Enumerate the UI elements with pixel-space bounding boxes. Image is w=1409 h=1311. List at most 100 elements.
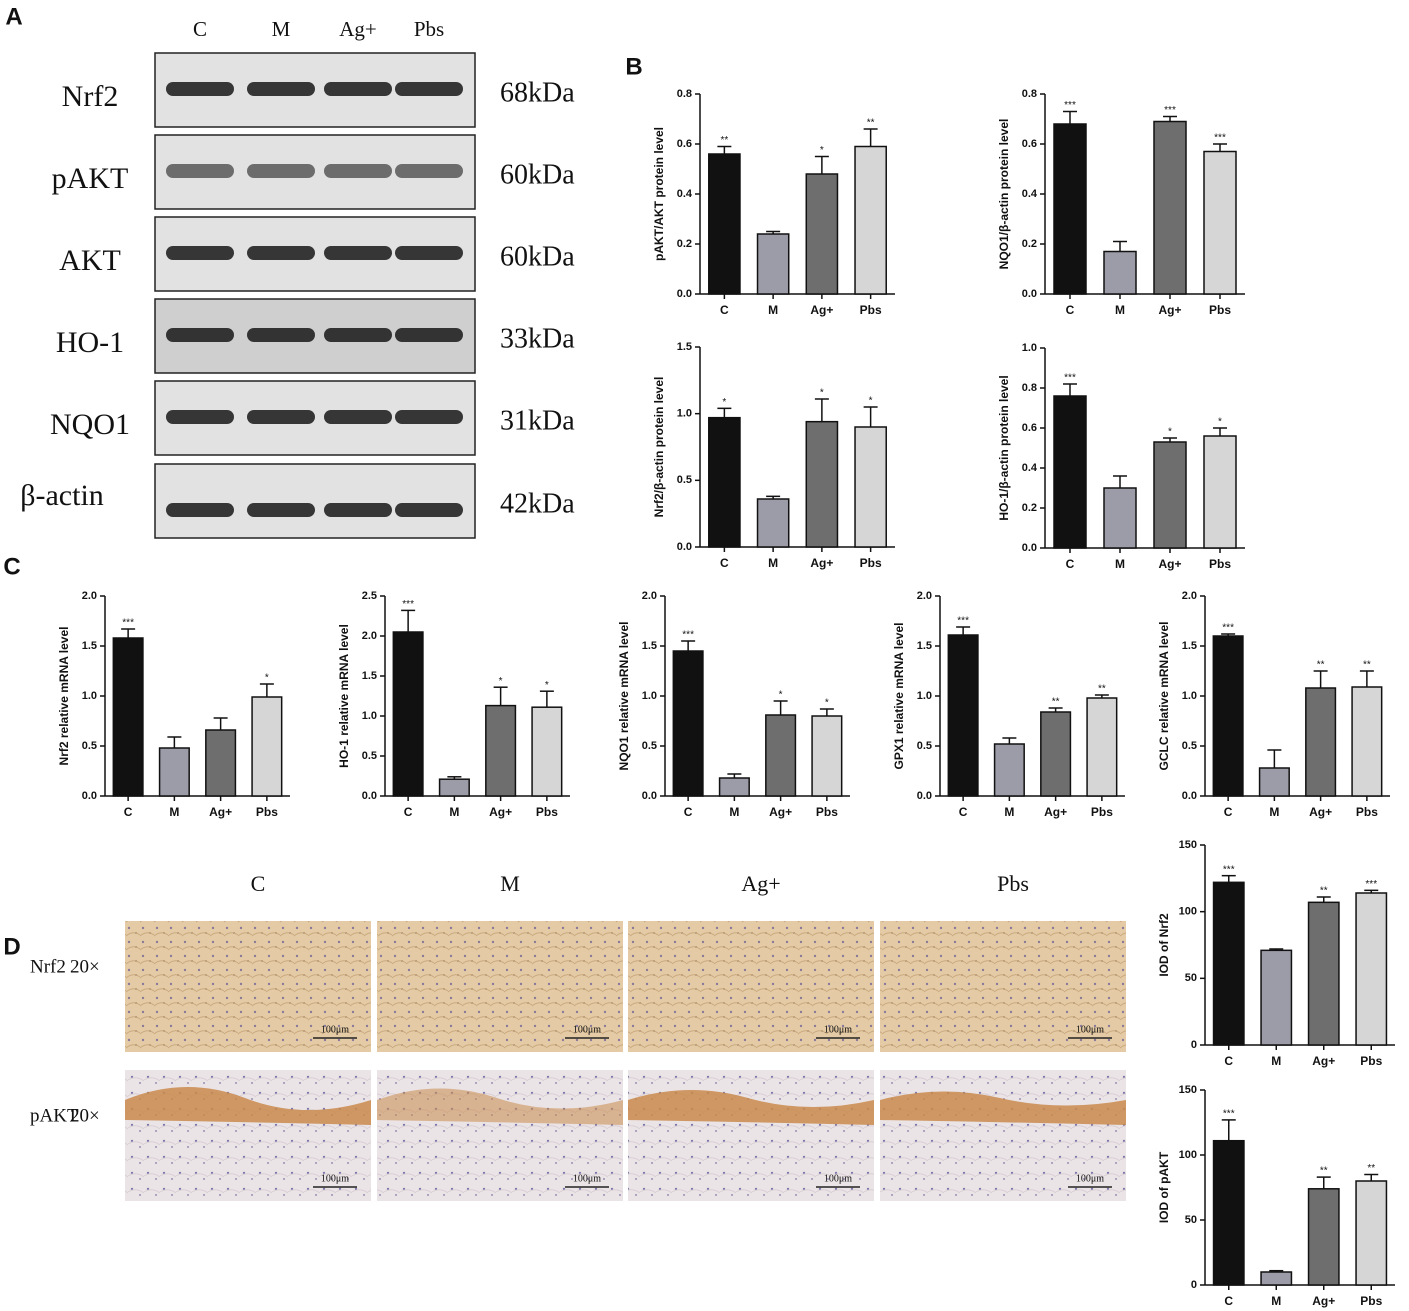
error-bar <box>727 773 742 778</box>
error-bar <box>1364 889 1379 893</box>
y-axis-label: NQO1/β-actin protein level <box>997 119 1011 270</box>
scale-label: 100μm <box>1076 1024 1104 1035</box>
error-bar <box>717 145 732 154</box>
significance: ** <box>1320 886 1328 897</box>
row-magnification: 20× <box>70 1105 100 1126</box>
panel-label: B <box>625 53 642 80</box>
size-label: 33kDa <box>500 323 575 354</box>
x-tick-label: Pbs <box>816 805 838 819</box>
x-tick-label: Pbs <box>1360 1294 1382 1308</box>
x-tick-label: M <box>449 805 459 819</box>
bar <box>1351 686 1383 797</box>
significance: * <box>820 388 824 399</box>
error-bar <box>167 736 182 748</box>
blot-band <box>324 164 392 178</box>
bar <box>1040 711 1072 797</box>
x-tick-label: Ag+ <box>769 805 792 819</box>
bar <box>112 637 144 797</box>
bar <box>251 696 283 797</box>
x-tick-label: Ag+ <box>1309 805 1332 819</box>
significance: ** <box>1317 660 1325 671</box>
size-label: 31kDa <box>500 405 575 436</box>
error-bar <box>681 640 696 651</box>
bar <box>811 715 843 797</box>
bar <box>1355 892 1388 1046</box>
significance: *** <box>1223 1109 1235 1120</box>
scale-label: 100μm <box>824 1024 852 1035</box>
x-tick-label: Pbs <box>1209 303 1231 317</box>
significance: ** <box>1098 684 1106 695</box>
blot-frame <box>154 463 476 539</box>
y-tick-label: 0.4 <box>1022 188 1038 200</box>
y-tick-label: 0.6 <box>1022 422 1037 434</box>
x-tick-label: M <box>768 303 778 317</box>
significance: ** <box>1320 1166 1328 1177</box>
error-bar <box>1063 110 1077 124</box>
y-tick-label: 2.0 <box>917 590 932 602</box>
micrograph <box>880 921 1126 1052</box>
y-tick-label: 0.0 <box>642 790 657 802</box>
x-tick-label: Ag+ <box>489 805 512 819</box>
error-bar <box>1359 670 1374 687</box>
blot-band <box>395 503 463 517</box>
x-tick-label: M <box>768 556 778 570</box>
size-label: 42kDa <box>500 488 575 519</box>
significance: * <box>1168 427 1172 438</box>
y-tick-label: 100 <box>1179 1149 1197 1161</box>
y-tick-label: 0 <box>1191 1279 1197 1291</box>
row-magnification: 20× <box>70 956 100 977</box>
significance: * <box>869 396 873 407</box>
scale-label: 100μm <box>824 1173 852 1184</box>
x-tick-label: Pbs <box>1091 805 1113 819</box>
bar <box>1305 687 1337 797</box>
blot-band <box>166 246 234 260</box>
y-axis-label: HO-1 relative mRNA level <box>337 624 351 768</box>
x-tick-label: C <box>720 556 729 570</box>
x-tick-label: Ag+ <box>810 303 833 317</box>
bar <box>765 714 797 797</box>
scale-label: 100μm <box>1076 1173 1104 1184</box>
bar <box>993 743 1025 797</box>
error-bar <box>1163 115 1177 122</box>
blot-band <box>324 82 392 96</box>
y-tick-label: 2.5 <box>362 590 377 602</box>
significance: * <box>820 145 824 156</box>
error-bar <box>539 690 554 708</box>
x-tick-label: Ag+ <box>1312 1294 1335 1308</box>
y-tick-label: 150 <box>1179 1084 1197 1096</box>
x-tick-label: Pbs <box>1209 557 1231 571</box>
blot-band <box>166 503 234 517</box>
x-tick-label: C <box>1224 1294 1233 1308</box>
error-bar <box>447 776 462 780</box>
error-bar <box>1213 427 1227 436</box>
epidermis-stain <box>377 1088 623 1125</box>
blot-band <box>324 410 392 424</box>
bar <box>392 631 424 797</box>
error-bar <box>259 683 274 697</box>
bar <box>1203 150 1237 295</box>
x-tick-label: M <box>729 805 739 819</box>
blot-band <box>247 82 315 96</box>
error-bar <box>493 686 508 706</box>
group-label: C <box>251 871 266 896</box>
y-tick-label: 1.0 <box>917 690 932 702</box>
error-bar <box>1048 707 1063 712</box>
error-bar <box>1163 437 1177 442</box>
x-tick-label: C <box>1224 1054 1233 1068</box>
y-tick-label: 0.5 <box>917 740 932 752</box>
y-tick-label: 1.0 <box>642 690 657 702</box>
blot-band <box>247 246 315 260</box>
blot-band <box>166 164 234 178</box>
significance: ** <box>1367 1163 1375 1174</box>
x-tick-label: M <box>1271 1294 1281 1308</box>
significance: *** <box>1214 133 1226 144</box>
bar <box>1203 435 1237 549</box>
x-tick-label: C <box>1066 557 1075 571</box>
protein-label: pAKT <box>52 162 129 195</box>
bar <box>805 173 839 295</box>
bar <box>1212 881 1245 1046</box>
blot-band <box>324 503 392 517</box>
protein-label: β-actin <box>20 479 104 512</box>
y-tick-label: 1.0 <box>1022 342 1037 354</box>
error-bar <box>1221 633 1236 636</box>
